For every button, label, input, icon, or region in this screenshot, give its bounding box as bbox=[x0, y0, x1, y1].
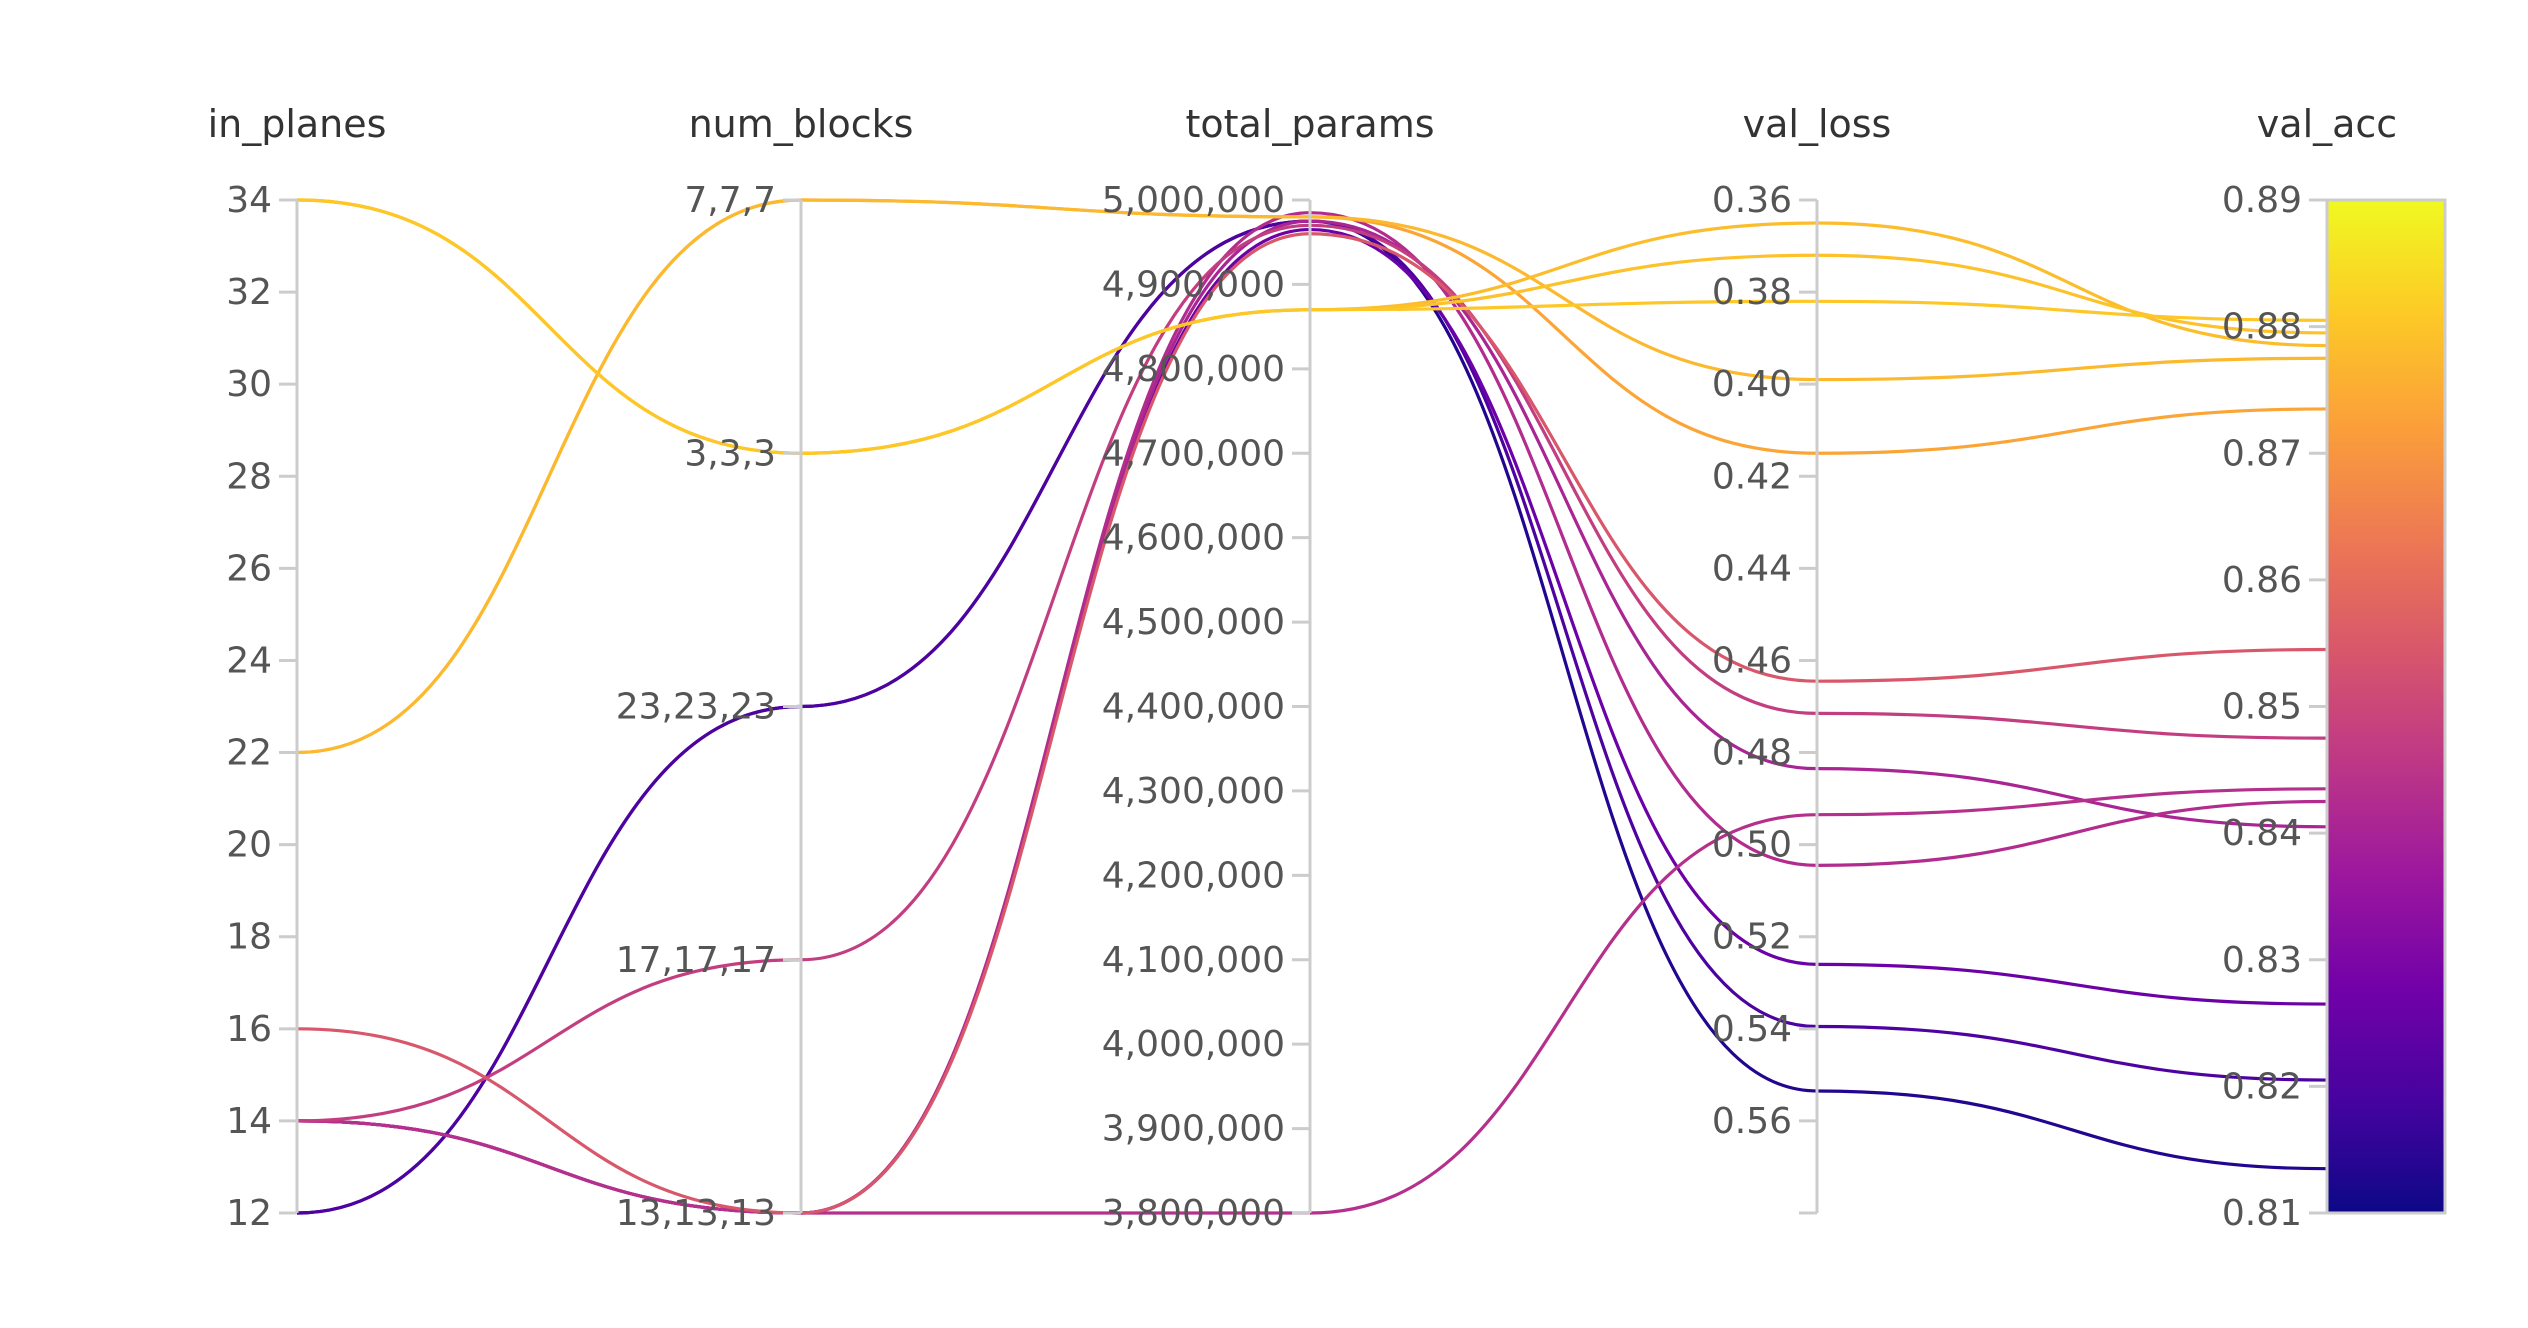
tick-label-val_loss-7: 0.50 bbox=[1712, 825, 1792, 866]
tick-label-total_params-5: 4,300,000 bbox=[1102, 771, 1285, 812]
polyline-1 bbox=[296, 198, 2328, 455]
tick-label-in_planes-9: 30 bbox=[226, 364, 272, 405]
tick-label-in_planes-2: 16 bbox=[226, 1009, 272, 1050]
tick-label-val_acc-5: 0.86 bbox=[2222, 560, 2302, 601]
polyline-10 bbox=[296, 211, 2328, 1215]
colorbar: 0.81 0.82 0.83 0.84 0.85 0.86 0.87 0.88 0.89 bbox=[2222, 180, 2447, 1234]
tick-label-total_params-9: 4,700,000 bbox=[1102, 433, 1285, 474]
tick-label-total_params-6: 4,400,000 bbox=[1102, 687, 1285, 728]
tick-label-total_params-11: 4,900,000 bbox=[1102, 264, 1285, 305]
axis-title-total_params: total_params bbox=[1185, 102, 1434, 146]
tick-label-in_planes-6: 24 bbox=[226, 640, 272, 681]
tick-label-val_loss-1: 0.38 bbox=[1712, 272, 1792, 313]
tick-label-val_loss-8: 0.52 bbox=[1712, 917, 1792, 958]
tick-label-in_planes-8: 28 bbox=[226, 456, 272, 497]
axis-title-num_blocks: num_blocks bbox=[689, 102, 914, 146]
tick-label-in_planes-4: 20 bbox=[226, 825, 272, 866]
tick-label-val_loss-9: 0.54 bbox=[1712, 1009, 1792, 1050]
tick-label-total_params-0: 3,800,000 bbox=[1102, 1193, 1285, 1234]
polyline-4 bbox=[296, 198, 2328, 755]
tick-label-in_planes-1: 14 bbox=[226, 1101, 272, 1142]
tick-label-val_loss-3: 0.42 bbox=[1712, 456, 1792, 497]
tick-label-val_loss-10: 0.56 bbox=[1712, 1101, 1792, 1142]
polylines-layer bbox=[296, 198, 2328, 1215]
tick-label-total_params-10: 4,800,000 bbox=[1102, 349, 1285, 390]
polyline-2 bbox=[296, 198, 2328, 455]
axis-in_planes[interactable]: in_planes 12 14 16 18 20 22 24 26 28 30 32 34 bbox=[208, 102, 387, 1234]
tick-label-val_acc-0: 0.81 bbox=[2222, 1193, 2302, 1234]
tick-label-in_planes-11: 34 bbox=[226, 180, 272, 221]
tick-label-val_loss-6: 0.48 bbox=[1712, 733, 1792, 774]
tick-label-num_blocks-4: 7,7,7 bbox=[684, 180, 776, 221]
tick-label-in_planes-3: 18 bbox=[226, 917, 272, 958]
tick-label-total_params-12: 5,000,000 bbox=[1102, 180, 1285, 221]
tick-label-val_acc-2: 0.83 bbox=[2222, 940, 2302, 981]
tick-label-num_blocks-3: 3,3,3 bbox=[684, 433, 776, 474]
axis-num_blocks[interactable]: num_blocks 13,13,13 17,17,17 23,23,23 3,3,3 7… bbox=[616, 102, 914, 1234]
colorbar-gradient bbox=[2325, 198, 2447, 1215]
tick-label-in_planes-10: 32 bbox=[226, 272, 272, 313]
polyline-3 bbox=[296, 198, 2328, 455]
tick-label-in_planes-5: 22 bbox=[226, 733, 272, 774]
tick-label-total_params-2: 4,000,000 bbox=[1102, 1024, 1285, 1065]
axis-title-in_planes: in_planes bbox=[208, 102, 387, 146]
axis-title-val_loss: val_loss bbox=[1743, 102, 1892, 146]
tick-label-total_params-1: 3,900,000 bbox=[1102, 1109, 1285, 1150]
tick-label-val_loss-4: 0.44 bbox=[1712, 548, 1792, 589]
tick-label-total_params-3: 4,100,000 bbox=[1102, 940, 1285, 981]
tick-label-total_params-4: 4,200,000 bbox=[1102, 855, 1285, 896]
tick-label-num_blocks-2: 23,23,23 bbox=[616, 687, 776, 728]
axis-total_params[interactable]: total_params 3,800,000 3,900,000 4,000,000 4… bbox=[1102, 102, 1435, 1234]
polyline-6 bbox=[296, 232, 2328, 1215]
tick-label-val_acc-3: 0.84 bbox=[2222, 813, 2302, 854]
axis-val_acc[interactable]: val_acc bbox=[2257, 102, 2397, 146]
tick-label-val_acc-7: 0.88 bbox=[2222, 307, 2302, 348]
tick-label-num_blocks-0: 13,13,13 bbox=[616, 1193, 776, 1234]
tick-label-val_loss-2: 0.40 bbox=[1712, 364, 1792, 405]
tick-label-total_params-7: 4,500,000 bbox=[1102, 602, 1285, 643]
axes-layer: in_planes 12 14 16 18 20 22 24 26 28 30 32 34 num_blo… bbox=[208, 102, 2398, 1234]
axis-title-val_acc: val_acc bbox=[2257, 102, 2397, 146]
tick-label-total_params-8: 4,600,000 bbox=[1102, 518, 1285, 559]
tick-label-val_acc-6: 0.87 bbox=[2222, 433, 2302, 474]
polyline-8 bbox=[296, 787, 2328, 1215]
tick-label-in_planes-7: 26 bbox=[226, 548, 272, 589]
tick-label-val_acc-8: 0.89 bbox=[2222, 180, 2302, 221]
tick-label-val_acc-4: 0.85 bbox=[2222, 687, 2302, 728]
axis-val_loss[interactable]: val_loss 0.36 0.38 0.40 0.42 0.44 0.46 0.48 0.50… bbox=[1712, 102, 1892, 1215]
tick-label-val_loss-5: 0.46 bbox=[1712, 640, 1792, 681]
tick-label-num_blocks-1: 17,17,17 bbox=[616, 940, 776, 981]
tick-label-val_acc-1: 0.82 bbox=[2222, 1066, 2302, 1107]
polyline-7 bbox=[296, 223, 2328, 1123]
tick-label-val_loss-0: 0.36 bbox=[1712, 180, 1792, 221]
tick-label-in_planes-0: 12 bbox=[226, 1193, 272, 1234]
